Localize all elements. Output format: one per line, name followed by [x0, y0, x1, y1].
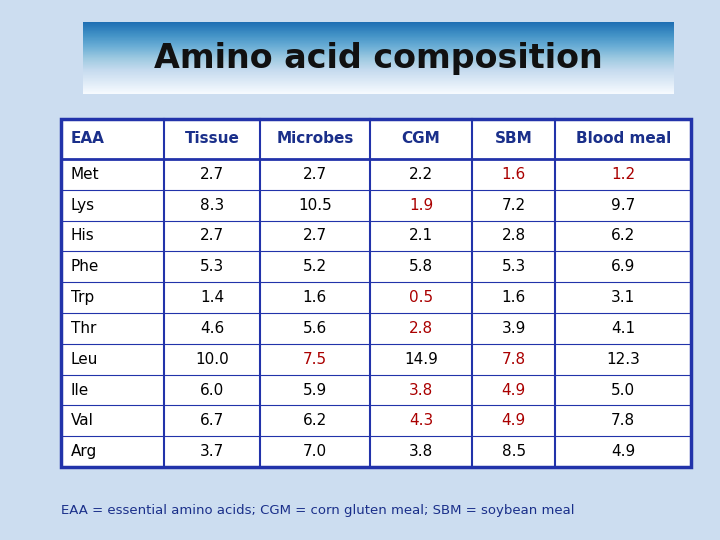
Text: 7.0: 7.0 [303, 444, 327, 459]
Text: 10.5: 10.5 [298, 198, 332, 213]
Text: 5.9: 5.9 [302, 382, 327, 397]
Text: His: His [71, 228, 94, 244]
Text: SBM: SBM [495, 131, 533, 146]
Text: 1.6: 1.6 [502, 290, 526, 305]
Text: Blood meal: Blood meal [575, 131, 671, 146]
Text: 2.7: 2.7 [200, 228, 224, 244]
Text: 2.7: 2.7 [200, 167, 224, 182]
Text: 8.3: 8.3 [200, 198, 224, 213]
Text: 3.8: 3.8 [409, 382, 433, 397]
Text: 7.5: 7.5 [303, 352, 327, 367]
Text: 2.2: 2.2 [409, 167, 433, 182]
Text: 1.9: 1.9 [409, 198, 433, 213]
Text: 3.7: 3.7 [200, 444, 224, 459]
Text: Ile: Ile [71, 382, 89, 397]
Text: Phe: Phe [71, 259, 99, 274]
Text: 4.9: 4.9 [611, 444, 635, 459]
Text: Amino acid composition: Amino acid composition [153, 42, 603, 75]
Text: 5.8: 5.8 [409, 259, 433, 274]
Text: 4.9: 4.9 [502, 382, 526, 397]
Text: 7.2: 7.2 [502, 198, 526, 213]
Text: EAA: EAA [71, 131, 104, 146]
Text: 5.0: 5.0 [611, 382, 635, 397]
Text: Thr: Thr [71, 321, 96, 336]
Text: 2.7: 2.7 [303, 167, 327, 182]
Text: 14.9: 14.9 [404, 352, 438, 367]
Text: 5.6: 5.6 [302, 321, 327, 336]
Text: Trp: Trp [71, 290, 94, 305]
Text: 6.2: 6.2 [302, 413, 327, 428]
Text: Microbes: Microbes [276, 131, 354, 146]
Text: 7.8: 7.8 [502, 352, 526, 367]
Text: 1.2: 1.2 [611, 167, 635, 182]
Text: 5.2: 5.2 [303, 259, 327, 274]
Text: 9.7: 9.7 [611, 198, 635, 213]
Text: 5.3: 5.3 [200, 259, 224, 274]
Text: Arg: Arg [71, 444, 96, 459]
Text: 12.3: 12.3 [606, 352, 640, 367]
Text: 7.8: 7.8 [611, 413, 635, 428]
Text: 6.2: 6.2 [611, 228, 635, 244]
Text: CGM: CGM [402, 131, 441, 146]
Text: 3.1: 3.1 [611, 290, 635, 305]
Text: 4.3: 4.3 [409, 413, 433, 428]
Text: 5.3: 5.3 [502, 259, 526, 274]
Text: 6.0: 6.0 [200, 382, 224, 397]
Text: 3.9: 3.9 [502, 321, 526, 336]
Text: 2.1: 2.1 [409, 228, 433, 244]
Text: 4.9: 4.9 [502, 413, 526, 428]
Text: 2.8: 2.8 [502, 228, 526, 244]
Text: Val: Val [71, 413, 94, 428]
Text: 1.6: 1.6 [502, 167, 526, 182]
Text: 8.5: 8.5 [502, 444, 526, 459]
Text: 4.6: 4.6 [200, 321, 224, 336]
Text: Met: Met [71, 167, 99, 182]
Text: 10.0: 10.0 [195, 352, 229, 367]
Text: EAA = essential amino acids; CGM = corn gluten meal; SBM = soybean meal: EAA = essential amino acids; CGM = corn … [61, 504, 575, 517]
Text: 1.4: 1.4 [200, 290, 224, 305]
Text: 2.8: 2.8 [409, 321, 433, 336]
Text: Tissue: Tissue [184, 131, 240, 146]
Text: 6.7: 6.7 [200, 413, 224, 428]
Text: 1.6: 1.6 [302, 290, 327, 305]
Text: 2.7: 2.7 [303, 228, 327, 244]
Text: Lys: Lys [71, 198, 95, 213]
Text: 3.8: 3.8 [409, 444, 433, 459]
Text: Leu: Leu [71, 352, 98, 367]
Text: 4.1: 4.1 [611, 321, 635, 336]
Text: 0.5: 0.5 [409, 290, 433, 305]
Text: 6.9: 6.9 [611, 259, 636, 274]
